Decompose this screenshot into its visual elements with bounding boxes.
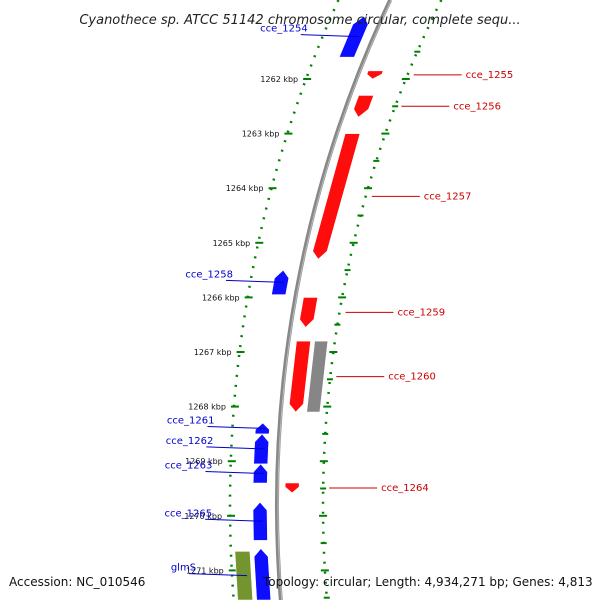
tick-label-1270: 1270 kbp (184, 512, 222, 521)
leader-cce-1254 (300, 34, 359, 38)
gene-label-cce-1257[interactable]: cce_1257 (424, 191, 472, 202)
tick-label-1271: 1271 kbp (186, 566, 224, 575)
leader-glms (189, 573, 248, 577)
gene-label-cce-1264[interactable]: cce_1264 (381, 483, 429, 494)
gene-label-cce-1261[interactable]: cce_1261 (167, 415, 215, 426)
accession-label: Accession: NC_010546 (9, 575, 145, 589)
inner-scale-arc (228, 0, 340, 600)
topology-label: Topology: circular; Length: 4,934,271 bp… (262, 575, 593, 589)
tick-label-1268: 1268 kbp (188, 403, 226, 412)
tick-label-1267: 1267 kbp (194, 348, 232, 357)
tick-label-1266: 1266 kbp (202, 293, 240, 302)
gene-cce-1260[interactable] (288, 340, 311, 413)
leader-cce-1261 (207, 425, 266, 429)
leader-cce-1262 (206, 446, 265, 450)
gene-label-cce-1260[interactable]: cce_1260 (388, 372, 436, 383)
gene-cce-1257[interactable] (312, 133, 361, 260)
gene-label-cce-1255[interactable]: cce_1255 (466, 70, 514, 81)
gene-label-cce-1254[interactable]: cce_1254 (260, 24, 308, 35)
outer-scale-arc (321, 0, 443, 600)
leader-cce-1265 (205, 518, 264, 522)
gene-cce-1255[interactable] (366, 70, 384, 80)
leader-cce-1258 (225, 279, 284, 283)
gene-label-cce-1263[interactable]: cce_1263 (165, 460, 213, 471)
scale-layer: 1262 kbp 1263 kbp 1264 kbp 1265 kbp 1266 kbp… (184, 0, 443, 600)
gene-layer (234, 15, 384, 600)
gene-label-cce-1265[interactable]: cce_1265 (165, 508, 213, 519)
gene-label-cce-1262[interactable]: cce_1262 (166, 436, 214, 447)
gene-label-cce-1259[interactable]: cce_1259 (397, 307, 445, 318)
gene-cce-1256[interactable] (353, 95, 375, 118)
tick-label-1265: 1265 kbp (213, 239, 251, 248)
tick-label-1263: 1263 kbp (242, 130, 280, 139)
tick-label-1269: 1269 kbp (185, 457, 223, 466)
gene-label-glms[interactable]: glmS (171, 563, 196, 574)
leader-cce-1263 (205, 470, 264, 474)
gene-label-cce-1256[interactable]: cce_1256 (453, 101, 501, 112)
map-title: Cyanothece sp. ATCC 51142 chromosome cir… (79, 13, 520, 28)
tick-label-1264: 1264 kbp (226, 184, 264, 193)
backbone-highlight (277, 0, 392, 600)
gene-cce-1259[interactable] (299, 297, 319, 328)
gene-label-cce-1258[interactable]: cce_1258 (185, 269, 233, 280)
gene-feature-7[interactable] (306, 340, 329, 413)
label-layer: cce_1254 cce_1255 cce_1256 cce_1257 cce_1258… (165, 24, 514, 577)
backbone-arc (275, 0, 393, 600)
tick-label-1262: 1262 kbp (260, 75, 298, 84)
gene-feature-13[interactable] (253, 548, 272, 600)
gene-cce-1264[interactable] (284, 482, 300, 494)
backbone-layer (275, 0, 393, 600)
